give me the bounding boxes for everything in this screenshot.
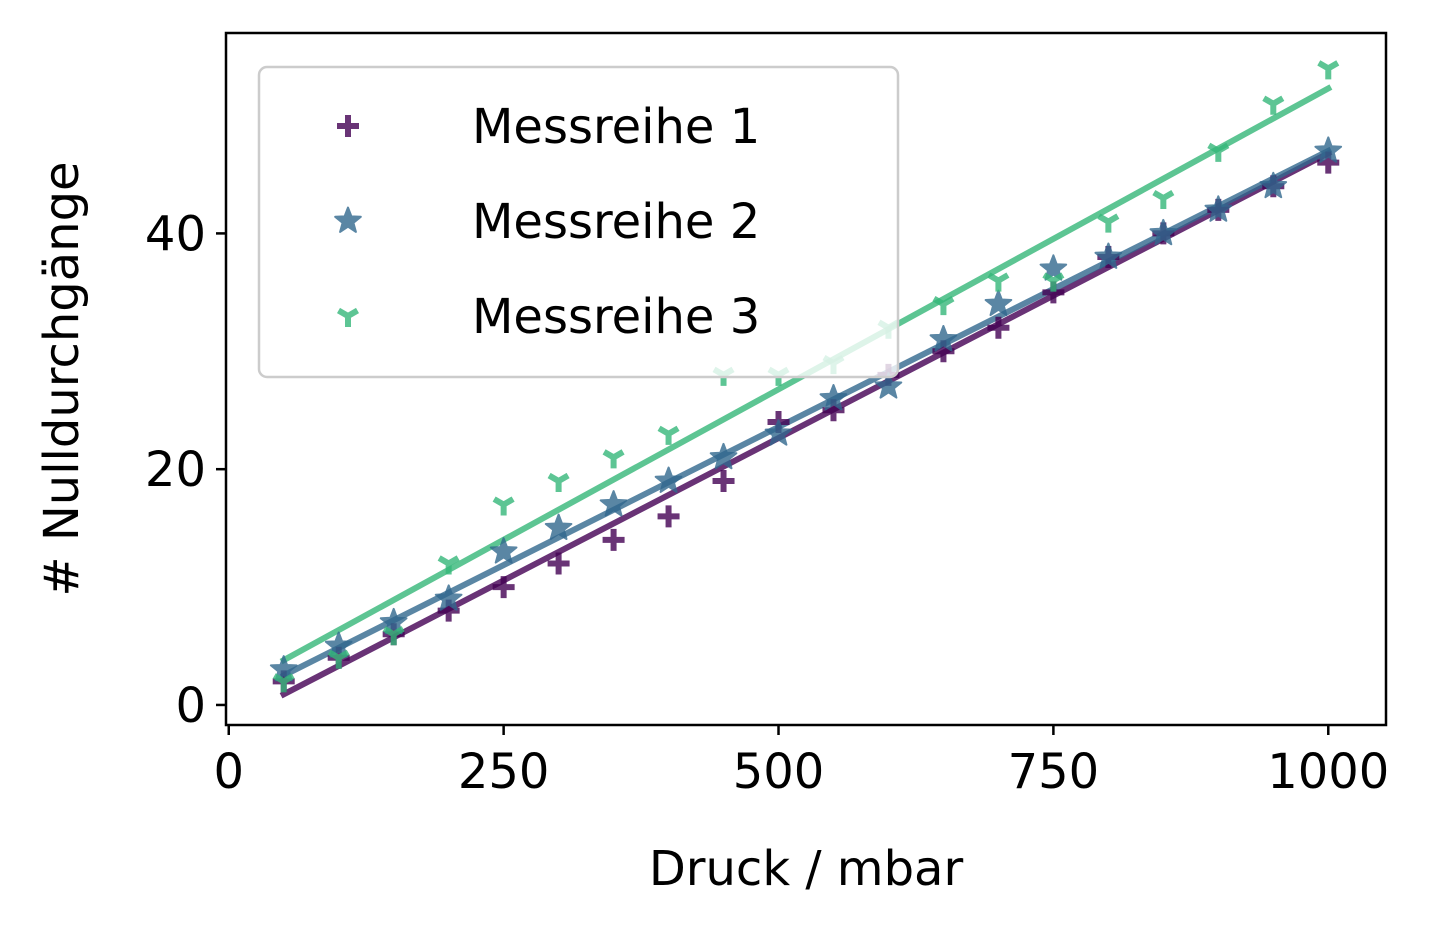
data-point-series-3 — [1207, 142, 1230, 162]
data-point-series-2 — [1204, 195, 1233, 222]
legend-label: Messreihe 2 — [472, 194, 760, 250]
data-point-series-1 — [712, 469, 735, 492]
legend-marker — [336, 307, 360, 327]
y-tick-label: 20 — [145, 442, 206, 498]
data-point-series-3 — [932, 296, 955, 316]
data-point-series-2 — [1314, 136, 1343, 163]
plot-frame — [224, 31, 1388, 727]
y-axis-ticks: 0 20 40 — [145, 206, 226, 734]
data-point-series-1 — [657, 505, 680, 528]
data-point-series-2 — [269, 655, 298, 682]
data-point-series-2 — [984, 289, 1013, 317]
data-point-series-3 — [1262, 95, 1285, 115]
data-point-series-3 — [1097, 213, 1120, 233]
y-axis-label: # Nulldurchgänge — [34, 161, 90, 596]
data-point-series-2 — [379, 607, 408, 635]
data-point-series-2 — [819, 384, 848, 411]
x-axis-ticks: 0 250 500 750 1000 — [213, 725, 1389, 800]
x-tick-label: 500 — [733, 744, 825, 800]
legend-marker — [337, 115, 359, 137]
y-tick-label: 0 — [175, 678, 206, 734]
data-point-series-1 — [602, 528, 625, 551]
data-point-series-3 — [327, 649, 350, 669]
data-markers — [269, 60, 1343, 693]
legend-marker — [334, 206, 362, 233]
data-point-series-3 — [382, 626, 405, 646]
data-point-series-2 — [929, 325, 958, 352]
legend-label: Messreihe 3 — [472, 289, 760, 345]
data-point-series-2 — [654, 466, 683, 493]
data-point-series-2 — [874, 372, 903, 399]
x-tick-label: 1000 — [1267, 744, 1389, 800]
legend-item-3: Messreihe 3 — [336, 289, 760, 345]
legend-item-2: Messreihe 2 — [334, 194, 760, 250]
data-point-series-3 — [602, 449, 625, 469]
x-tick-label: 250 — [458, 744, 550, 800]
data-point-series-2 — [324, 631, 353, 658]
data-point-series-1 — [547, 552, 570, 575]
data-point-series-3 — [1317, 60, 1340, 80]
data-point-series-1 — [492, 576, 515, 599]
y-tick-label: 40 — [145, 206, 206, 262]
x-axis-label: Druck / mbar — [649, 841, 964, 897]
fit-line-series-1 — [279, 149, 1333, 699]
data-point-series-2 — [1094, 242, 1123, 269]
data-point-series-2 — [1259, 171, 1288, 199]
data-point-series-2 — [599, 490, 628, 517]
data-point-series-2 — [1039, 254, 1068, 281]
legend-item-1: Messreihe 1 — [337, 99, 760, 155]
data-point-series-3 — [492, 496, 515, 516]
data-point-series-2 — [764, 419, 793, 446]
legend-label: Messreihe 1 — [472, 99, 760, 155]
fit-line-series-2 — [279, 146, 1333, 680]
x-tick-label: 750 — [1008, 744, 1100, 800]
data-point-series-2 — [489, 537, 518, 564]
legend: Messreihe 1 Messreihe 2 Messreihe 3 — [257, 65, 900, 379]
legend-box — [257, 65, 900, 379]
data-point-series-3 — [547, 472, 570, 492]
data-point-series-2 — [544, 513, 573, 540]
data-point-series-3 — [1152, 189, 1175, 210]
data-point-series-2 — [434, 584, 463, 611]
data-point-series-1 — [987, 316, 1010, 339]
data-point-series-3 — [657, 425, 680, 445]
data-point-series-3 — [987, 272, 1010, 292]
data-point-series-3 — [272, 673, 295, 693]
x-tick-label: 0 — [213, 744, 244, 800]
data-point-series-3 — [1042, 272, 1065, 292]
data-point-series-2 — [709, 442, 738, 470]
data-point-series-3 — [437, 555, 460, 575]
data-point-series-2 — [1149, 218, 1178, 246]
